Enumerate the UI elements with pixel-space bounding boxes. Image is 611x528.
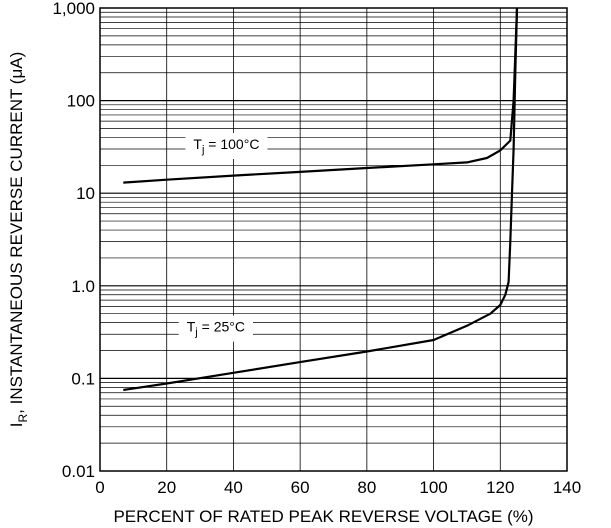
curve-label-sub: j (194, 327, 197, 339)
x-tick-label: 80 (357, 478, 376, 497)
y-axis-title-subscript: R (16, 414, 30, 423)
curve-label-bg (185, 133, 268, 160)
y-tick-label: 1,000 (52, 0, 95, 18)
curve-label-1: Tj = 100°C (185, 133, 268, 160)
curve-label-main: T (193, 136, 202, 152)
curve-label-main: T (187, 319, 196, 335)
y-tick-label: 10 (76, 184, 95, 203)
curve-label-text: Tj = 25°C (187, 319, 245, 339)
x-tick-label: 40 (224, 478, 243, 497)
x-tick-label: 120 (486, 478, 514, 497)
y-tick-label: 0.01 (62, 462, 95, 481)
y-tick-label: 1.0 (71, 277, 95, 296)
y-tick-label: 100 (67, 92, 95, 111)
curve-label-sub: j (201, 144, 204, 156)
y-tick-label: 0.1 (71, 369, 95, 388)
x-tick-label: 20 (157, 478, 176, 497)
labels: Tj = 100°CTj = 25°C (178, 133, 268, 342)
y-axis-title: IR, INSTANTANEOUS REVERSE CURRENT (μA) (7, 52, 30, 428)
curve-label-rest: = 100°C (204, 136, 259, 152)
y-axis-title-separator: , (7, 404, 26, 413)
curves (123, 7, 519, 392)
series-line-1 (123, 7, 519, 184)
tick-labels: 0 20 40 60 80 100 120 140 0.01 0.1 1.0 10 100 1,000 (52, 0, 581, 497)
x-tick-label: 0 (95, 478, 104, 497)
x-tick-label: 140 (553, 478, 581, 497)
curve-label-rest: = 25°C (198, 319, 245, 335)
grid (100, 8, 567, 471)
y-axis-title-text: INSTANTANEOUS REVERSE CURRENT (μA) (7, 52, 26, 405)
x-tick-label: 60 (291, 478, 310, 497)
curve-label-text: Tj = 100°C (193, 136, 259, 156)
plot-frame (99, 7, 568, 472)
series-line-2 (123, 7, 519, 392)
y-axis-title-symbol: I (7, 423, 26, 428)
curve-label-bg (178, 315, 253, 342)
x-axis-title: PERCENT OF RATED PEAK REVERSE VOLTAGE (%… (113, 507, 533, 526)
curve-label-2: Tj = 25°C (178, 315, 253, 342)
x-tick-label: 100 (419, 478, 447, 497)
